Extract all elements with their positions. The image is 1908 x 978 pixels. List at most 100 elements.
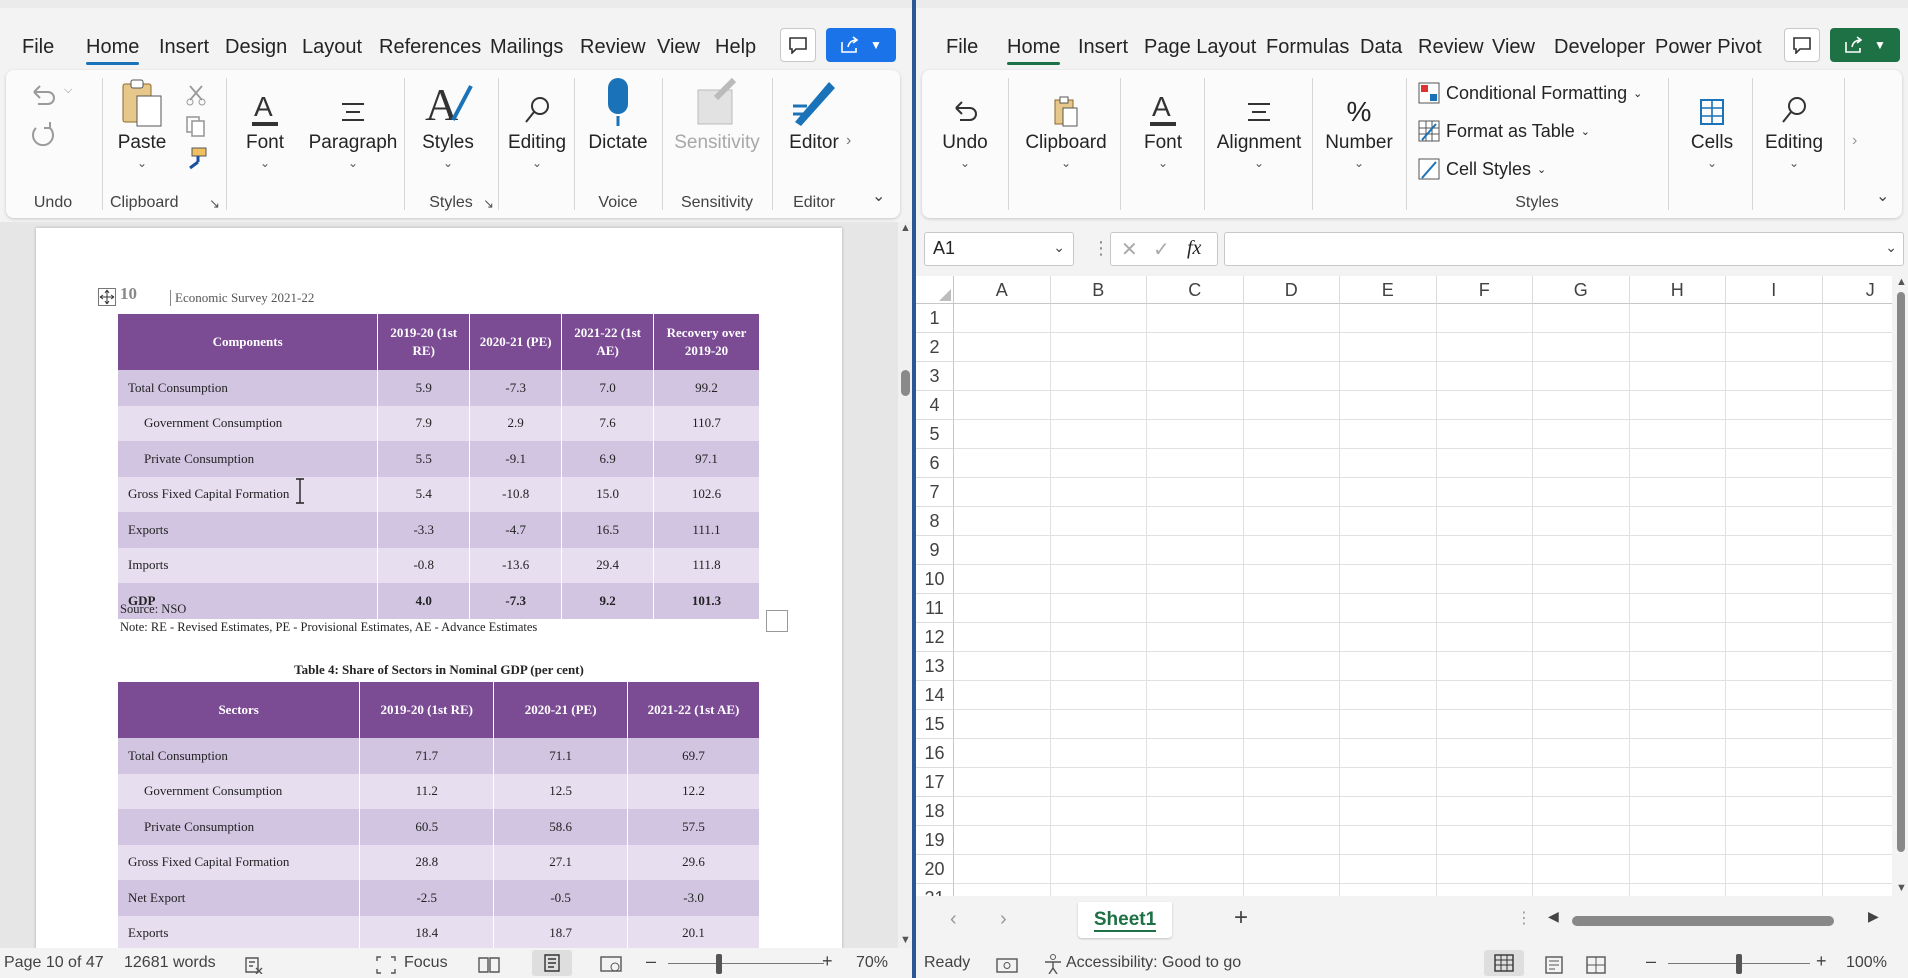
grid-cell[interactable]	[1629, 420, 1726, 449]
row-header[interactable]: 5	[916, 420, 954, 449]
undo-dropdown-icon[interactable]: ⌵	[64, 84, 73, 96]
row-header[interactable]: 1	[916, 304, 954, 333]
tab-split-icon[interactable]: ⋮	[1516, 910, 1532, 927]
grid-cell[interactable]	[1243, 362, 1340, 391]
grid-cell[interactable]	[1630, 884, 1726, 896]
grid-cell[interactable]	[1340, 333, 1437, 362]
number-button[interactable]: % Number ⌄	[1316, 78, 1402, 170]
grid-cell[interactable]	[1822, 768, 1892, 797]
grid-cell[interactable]	[1147, 797, 1244, 826]
grid-cell[interactable]	[1050, 855, 1147, 884]
conditional-formatting-button[interactable]: Conditional Formatting ⌄	[1418, 82, 1642, 104]
grid-cell[interactable]	[1147, 710, 1244, 739]
page-layout-view-icon[interactable]	[1544, 956, 1564, 974]
row-header[interactable]: 2	[916, 333, 954, 362]
grid-cell[interactable]	[1243, 623, 1340, 652]
grid-cell[interactable]	[954, 391, 1051, 420]
column-header[interactable]: J	[1822, 276, 1892, 304]
grid-cell[interactable]	[1822, 739, 1892, 768]
grid-cell[interactable]	[1629, 449, 1726, 478]
word-vertical-scrollbar[interactable]: ▲ ▼	[898, 222, 912, 948]
grid-cell[interactable]	[1629, 739, 1726, 768]
grid-cell[interactable]	[1340, 391, 1437, 420]
grid-cell[interactable]	[954, 565, 1051, 594]
grid-cell[interactable]	[1629, 478, 1726, 507]
grid-cell[interactable]	[1050, 594, 1147, 623]
grid-cell[interactable]	[1147, 536, 1244, 565]
grid-cell[interactable]	[1533, 710, 1630, 739]
sheet-tab-sheet1[interactable]: Sheet1	[1078, 902, 1172, 938]
grid-cell[interactable]	[1533, 420, 1630, 449]
grid-cell[interactable]	[1726, 449, 1823, 478]
row-header[interactable]: 8	[916, 507, 954, 536]
grid-cell[interactable]	[954, 362, 1051, 391]
paragraph-button[interactable]: Paragraph ⌄	[306, 78, 400, 170]
grid-cell[interactable]	[1243, 507, 1340, 536]
grid-cell[interactable]	[1436, 507, 1533, 536]
grid-cell[interactable]	[1629, 826, 1726, 855]
grid-cell[interactable]	[1822, 797, 1892, 826]
grid-cell[interactable]	[1436, 333, 1533, 362]
excel-tab-review[interactable]: Review	[1418, 36, 1484, 58]
row-header[interactable]: 4	[916, 391, 954, 420]
word-document-area[interactable]: 10 Economic Survey 2021-22 Components 201…	[0, 222, 898, 948]
grid-cell[interactable]	[1822, 623, 1892, 652]
grid-cell[interactable]	[1726, 362, 1823, 391]
grid-cell[interactable]	[1050, 507, 1147, 536]
grid-cell[interactable]	[1533, 768, 1630, 797]
grid-cell[interactable]	[1726, 420, 1823, 449]
word-tab-insert[interactable]: Insert	[159, 36, 210, 58]
grid-cell[interactable]	[1050, 652, 1147, 681]
layout-options-icon[interactable]	[766, 610, 788, 632]
grid-cell[interactable]	[1629, 594, 1726, 623]
grid-cell[interactable]	[1436, 710, 1533, 739]
word-tab-mailings[interactable]: Mailings	[490, 36, 564, 58]
grid-cell[interactable]	[1533, 362, 1630, 391]
grid-cell[interactable]	[1533, 449, 1630, 478]
row-header[interactable]: 14	[916, 681, 954, 710]
undo-icon[interactable]	[28, 82, 58, 108]
grid-cell[interactable]	[1340, 565, 1437, 594]
zoom-in-icon[interactable]: +	[822, 951, 833, 971]
grid-cell[interactable]	[1726, 797, 1823, 826]
word-tab-home[interactable]: Home	[86, 36, 140, 65]
grid-cell[interactable]	[954, 826, 1051, 855]
excel-tab-insert[interactable]: Insert	[1078, 36, 1129, 58]
grid-cell[interactable]	[1050, 478, 1147, 507]
grid-cell[interactable]	[1050, 681, 1147, 710]
grid-cell[interactable]	[1147, 420, 1244, 449]
grid-cell[interactable]	[1050, 565, 1147, 594]
grid-cell[interactable]	[1243, 478, 1340, 507]
excel-tab-power-pivot[interactable]: Power Pivot	[1655, 36, 1762, 58]
print-layout-button[interactable]	[532, 950, 572, 976]
excel-tab-home[interactable]: Home	[1007, 36, 1061, 65]
grid-cell[interactable]	[1726, 536, 1823, 565]
grid-cell[interactable]	[1340, 507, 1437, 536]
format-painter-icon[interactable]	[184, 146, 208, 170]
grid-cell[interactable]	[1726, 681, 1823, 710]
row-header[interactable]: 16	[916, 739, 954, 768]
column-header[interactable]: B	[1050, 276, 1147, 304]
grid-cell[interactable]	[1340, 449, 1437, 478]
ribbon-scroll-right-icon[interactable]: ›	[1852, 132, 1858, 149]
next-sheet-icon[interactable]: ›	[1000, 908, 1007, 930]
formula-input[interactable]: ⌄	[1224, 232, 1904, 266]
row-header[interactable]: 18	[916, 797, 954, 826]
more-options-icon[interactable]: ⋮	[1092, 238, 1110, 258]
grid-cell[interactable]	[1822, 594, 1892, 623]
grid-cell[interactable]	[954, 855, 1051, 884]
word-tab-view[interactable]: View	[657, 36, 700, 58]
excel-zoom-level[interactable]: 100%	[1846, 954, 1887, 971]
word-tab-design[interactable]: Design	[225, 36, 288, 58]
grid-cell[interactable]	[1822, 420, 1892, 449]
grid-cell[interactable]	[1243, 391, 1340, 420]
excel-clipboard-button[interactable]: Clipboard ⌄	[1016, 78, 1116, 170]
grid-cell[interactable]	[1147, 681, 1244, 710]
grid-cell[interactable]	[1822, 362, 1892, 391]
grid-cell[interactable]	[954, 768, 1051, 797]
excel-undo-button[interactable]: Undo ⌄	[930, 78, 1000, 170]
grid-cell[interactable]	[1340, 826, 1437, 855]
components-growth-table[interactable]: Components 2019-20 (1st RE) 2020-21 (PE) 20…	[118, 314, 760, 619]
row-header[interactable]: 12	[916, 623, 954, 652]
row-header[interactable]: 9	[916, 536, 954, 565]
